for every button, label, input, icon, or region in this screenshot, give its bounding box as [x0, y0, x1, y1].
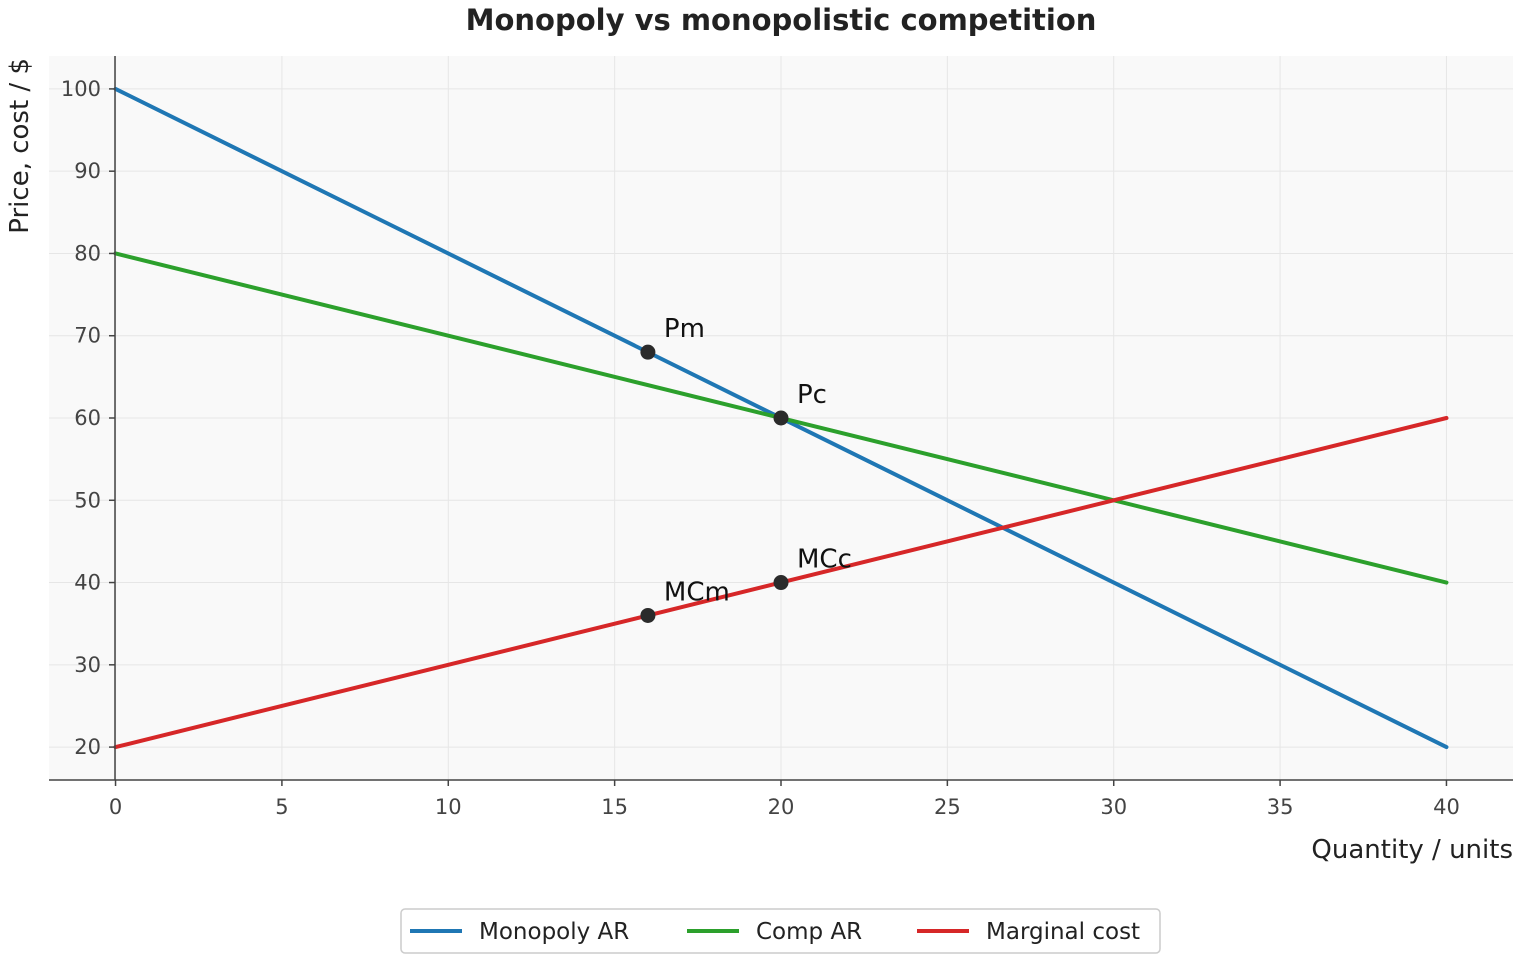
x-tick-label: 40 — [1433, 795, 1460, 819]
point-label-mcm: MCm — [664, 577, 730, 607]
y-tick-label: 30 — [74, 653, 101, 677]
point-label-mcc: MCc — [797, 545, 852, 575]
x-tick-label: 10 — [435, 795, 462, 819]
x-tick-label: 5 — [275, 795, 288, 819]
x-tick-label: 20 — [768, 795, 795, 819]
y-tick-label: 60 — [74, 406, 101, 430]
y-tick-label: 50 — [74, 488, 101, 512]
point-marker-mcm — [640, 607, 656, 623]
x-tick-label: 30 — [1100, 795, 1127, 819]
y-axis-label: Price, cost / $ — [5, 58, 35, 234]
y-tick-label: 20 — [74, 735, 101, 759]
x-tick-label: 35 — [1267, 795, 1294, 819]
ticks: 0 5 10 15 20 25 30 35 40 20 30 40 50 60 70 80 90 100 — [61, 77, 1460, 819]
annotation-points: Pm Pc MCm MCc — [640, 314, 852, 623]
point-marker-pm — [640, 344, 656, 360]
legend-entry-label: Monopoly AR — [479, 919, 629, 945]
chart-title: Monopoly vs monopolistic competition — [466, 3, 1097, 37]
point-marker-mcc — [773, 575, 789, 591]
y-tick-label: 100 — [61, 77, 101, 101]
y-tick-label: 80 — [74, 241, 101, 265]
point-marker-pc — [773, 410, 789, 426]
legend-box — [400, 908, 1161, 954]
legend-entry-label: Comp AR — [756, 919, 862, 945]
x-tick-label: 15 — [601, 795, 628, 819]
x-axis-label: Quantity / units — [1311, 835, 1513, 865]
legend-entry-label: Marginal cost — [986, 919, 1140, 945]
y-tick-label: 70 — [74, 324, 101, 348]
y-tick-label: 90 — [74, 159, 101, 183]
y-tick-label: 40 — [74, 571, 101, 595]
x-tick-label: 25 — [934, 795, 961, 819]
point-label-pc: Pc — [797, 380, 827, 410]
x-tick-label: 0 — [109, 795, 122, 819]
point-label-pm: Pm — [664, 314, 705, 344]
legend: Monopoly AR Comp AR Marginal cost — [400, 908, 1161, 954]
